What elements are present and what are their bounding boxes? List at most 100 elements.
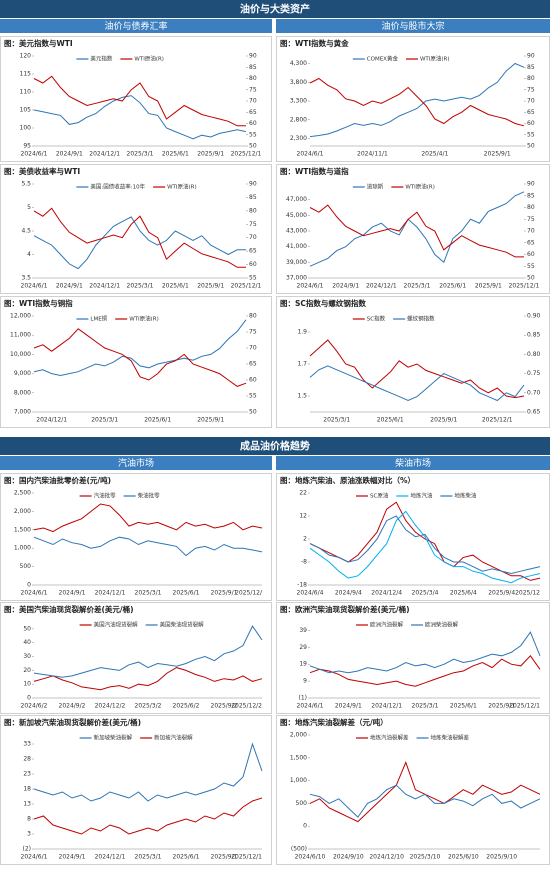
legend-label: WTI原油(R) bbox=[167, 183, 197, 191]
y-tick-label: 4.5 bbox=[21, 228, 31, 235]
series-line bbox=[33, 319, 247, 377]
legend-label: 地炼柴油裂解差 bbox=[431, 734, 470, 742]
y-tick-label: 500 bbox=[20, 563, 32, 570]
legend-label: 美国汽油现货裂解 bbox=[94, 621, 139, 629]
x-tick-label: 2025/3/1 bbox=[135, 590, 162, 597]
subheader-bar bbox=[276, 456, 550, 470]
series-line bbox=[33, 328, 247, 387]
y2-tick-label: 85 bbox=[249, 194, 257, 201]
x-tick-label: 2025/12/ bbox=[235, 590, 263, 597]
series-line bbox=[309, 339, 525, 399]
y-tick-label: 9,000 bbox=[14, 370, 31, 377]
y-tick-label: 8 bbox=[27, 816, 31, 823]
legend-label: 美元指数 bbox=[90, 55, 113, 63]
x-tick-label: 2024/6/1 bbox=[297, 151, 324, 158]
legend-label: WTI原油(R) bbox=[420, 55, 450, 63]
y2-tick-label: 50 bbox=[527, 143, 535, 150]
x-tick-label: 2024/6/4 bbox=[297, 590, 324, 597]
x-tick-label: 2025/9/1 bbox=[488, 703, 515, 710]
y-tick-label: 5 bbox=[27, 204, 31, 211]
x-tick-label: 2025/3/2 bbox=[135, 703, 162, 710]
y2-tick-label: 50 bbox=[249, 143, 257, 150]
x-tick-label: 2024/9/1 bbox=[56, 283, 83, 290]
x-tick-label: 2024/12/1 bbox=[366, 283, 397, 290]
legend-label: SC原油 bbox=[370, 492, 389, 500]
y2-tick-label: 85 bbox=[249, 64, 257, 71]
y-tick-label: 115 bbox=[20, 71, 32, 78]
legend-label: SC指数 bbox=[367, 315, 386, 323]
chart-title: 图：美元指数与WTI bbox=[4, 38, 73, 48]
y2-tick-label: 0.65 bbox=[527, 409, 541, 416]
legend-label: 柴油批零 bbox=[138, 492, 161, 500]
series-line bbox=[309, 77, 525, 127]
legend-label: WTI原油(R) bbox=[134, 55, 164, 63]
y2-tick-label: 70 bbox=[249, 234, 257, 241]
chart-title: 图：美债收益率与WTI bbox=[4, 166, 80, 176]
y-tick-label: 3,300 bbox=[290, 98, 307, 105]
panel-border bbox=[276, 715, 550, 865]
panel-border bbox=[0, 36, 272, 162]
y-tick-label: 1.9 bbox=[297, 329, 307, 336]
y2-tick-label: 75 bbox=[527, 216, 535, 223]
x-tick-label: 2024/11/1 bbox=[357, 151, 388, 158]
y-tick-label: 100 bbox=[20, 125, 32, 132]
chart-title: 图：国内汽柴油批零价差(元/吨) bbox=[4, 475, 111, 485]
y2-tick-label: 55 bbox=[527, 131, 535, 138]
x-tick-label: 2025/6/1 bbox=[450, 703, 477, 710]
y-tick-label: 50 bbox=[23, 625, 31, 632]
x-tick-label: 2025/9/1 bbox=[211, 590, 238, 597]
panel-border bbox=[0, 296, 272, 428]
y-tick-label: 40 bbox=[23, 639, 31, 646]
panel-border bbox=[276, 36, 550, 162]
x-tick-label: 2024/9/2 bbox=[59, 703, 86, 710]
series-line bbox=[33, 625, 263, 678]
x-tick-label: 2025/9/1 bbox=[211, 854, 238, 861]
panel-border bbox=[0, 602, 272, 714]
y-tick-label: 11,000 bbox=[10, 332, 31, 339]
legend-label: 新加坡汽油裂解 bbox=[154, 734, 193, 742]
legend-label: 地炼柴油 bbox=[454, 492, 477, 500]
legend-label: 欧洲柴油裂解 bbox=[425, 621, 459, 629]
y-tick-label: 47,000 bbox=[286, 196, 307, 203]
y-tick-label: 2,500 bbox=[14, 490, 31, 497]
series-line bbox=[309, 515, 541, 575]
series-line bbox=[33, 742, 263, 802]
y-tick-label: 7,000 bbox=[14, 409, 31, 416]
x-tick-label: 2024/12/1 bbox=[89, 283, 120, 290]
y2-tick-label: 90 bbox=[527, 53, 535, 60]
y-tick-label: 105 bbox=[20, 107, 32, 114]
x-tick-label: 2025/9/1 bbox=[430, 417, 457, 424]
y-tick-label: 1,500 bbox=[290, 754, 307, 761]
x-tick-label: 2025/3/1 bbox=[135, 854, 162, 861]
legend-label: 新加坡柴油裂解 bbox=[94, 734, 133, 742]
legend-label: 道琼斯 bbox=[367, 183, 384, 191]
x-tick-label: 2024/12/1 bbox=[371, 703, 402, 710]
legend-label: 汽油批零 bbox=[94, 492, 117, 500]
y2-tick-label: 90 bbox=[249, 53, 257, 60]
y2-tick-label: 85 bbox=[527, 192, 535, 199]
y-tick-label: 0 bbox=[27, 582, 31, 589]
x-tick-label: 2024/6/10 bbox=[295, 854, 326, 861]
series-line bbox=[309, 510, 541, 584]
series-line bbox=[33, 207, 246, 268]
x-tick-label: 2025/9/10 bbox=[486, 854, 517, 861]
subheader-left: 汽油市场 bbox=[118, 457, 154, 469]
chart-title: 图：WTI指数与铜指 bbox=[4, 298, 73, 308]
y2-tick-label: 65 bbox=[249, 361, 257, 368]
y-tick-label: 1,000 bbox=[14, 545, 31, 552]
y2-tick-label: 80 bbox=[249, 75, 257, 82]
subheader-left: 油价与债券汇率 bbox=[104, 20, 167, 32]
subheader-bar bbox=[0, 19, 272, 33]
x-tick-label: 2025/3/1 bbox=[127, 151, 154, 158]
series-line bbox=[309, 365, 525, 402]
series-line bbox=[309, 191, 525, 267]
x-tick-label: 2025/12/1 bbox=[482, 417, 513, 424]
panel-border bbox=[0, 473, 272, 601]
x-tick-label: 2024/6/1 bbox=[297, 283, 324, 290]
y-tick-label: 110 bbox=[20, 89, 32, 96]
y-tick-label: 3.5 bbox=[21, 275, 31, 282]
y-tick-label: 95 bbox=[23, 143, 31, 150]
y2-tick-label: 65 bbox=[249, 248, 257, 255]
x-tick-label: 2025/12 bbox=[515, 590, 540, 597]
